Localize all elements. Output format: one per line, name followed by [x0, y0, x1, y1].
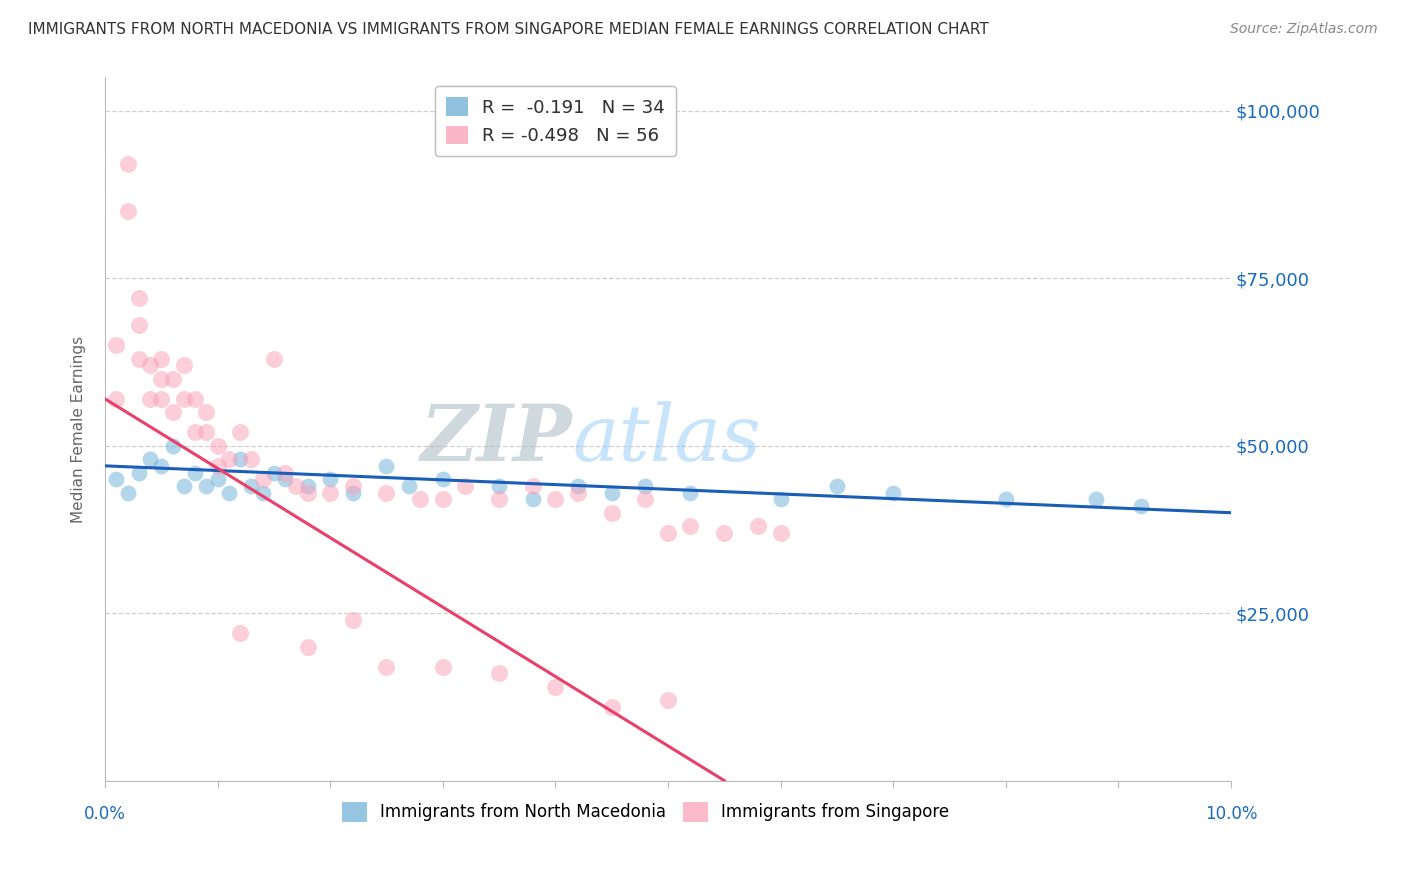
- Point: [162, 405, 184, 419]
- Point: [634, 479, 657, 493]
- Point: [218, 452, 240, 467]
- Point: [747, 519, 769, 533]
- Point: [274, 466, 297, 480]
- Point: [139, 359, 162, 373]
- Point: [657, 525, 679, 540]
- Point: [150, 351, 173, 366]
- Point: [398, 479, 420, 493]
- Text: 10.0%: 10.0%: [1205, 805, 1257, 823]
- Point: [600, 700, 623, 714]
- Point: [240, 452, 263, 467]
- Point: [994, 492, 1017, 507]
- Point: [297, 640, 319, 654]
- Text: 0.0%: 0.0%: [84, 805, 127, 823]
- Point: [173, 392, 195, 406]
- Point: [679, 519, 702, 533]
- Point: [117, 204, 139, 219]
- Point: [769, 492, 792, 507]
- Point: [105, 392, 128, 406]
- Text: IMMIGRANTS FROM NORTH MACEDONIA VS IMMIGRANTS FROM SINGAPORE MEDIAN FEMALE EARNI: IMMIGRANTS FROM NORTH MACEDONIA VS IMMIG…: [28, 22, 988, 37]
- Point: [882, 485, 904, 500]
- Point: [173, 479, 195, 493]
- Point: [769, 525, 792, 540]
- Point: [319, 485, 342, 500]
- Point: [1084, 492, 1107, 507]
- Point: [488, 666, 510, 681]
- Point: [173, 359, 195, 373]
- Point: [105, 472, 128, 486]
- Point: [184, 392, 207, 406]
- Point: [229, 452, 252, 467]
- Point: [454, 479, 477, 493]
- Point: [567, 479, 589, 493]
- Point: [544, 680, 567, 694]
- Point: [128, 466, 150, 480]
- Point: [657, 693, 679, 707]
- Point: [150, 392, 173, 406]
- Y-axis label: Median Female Earnings: Median Female Earnings: [72, 335, 86, 523]
- Point: [195, 405, 218, 419]
- Point: [274, 472, 297, 486]
- Point: [184, 466, 207, 480]
- Point: [432, 492, 454, 507]
- Point: [207, 439, 229, 453]
- Point: [319, 472, 342, 486]
- Point: [600, 506, 623, 520]
- Point: [522, 479, 544, 493]
- Point: [679, 485, 702, 500]
- Point: [488, 492, 510, 507]
- Point: [128, 318, 150, 333]
- Point: [229, 425, 252, 440]
- Legend: R =  -0.191   N = 34, R = -0.498   N = 56: R = -0.191 N = 34, R = -0.498 N = 56: [434, 87, 676, 156]
- Point: [128, 351, 150, 366]
- Text: atlas: atlas: [572, 401, 761, 478]
- Point: [297, 479, 319, 493]
- Point: [162, 439, 184, 453]
- Point: [825, 479, 848, 493]
- Text: ZIP: ZIP: [420, 401, 572, 478]
- Point: [218, 485, 240, 500]
- Point: [342, 479, 364, 493]
- Point: [342, 613, 364, 627]
- Point: [375, 659, 398, 673]
- Text: Source: ZipAtlas.com: Source: ZipAtlas.com: [1230, 22, 1378, 37]
- Point: [600, 485, 623, 500]
- Point: [162, 372, 184, 386]
- Point: [285, 479, 308, 493]
- Point: [195, 479, 218, 493]
- Point: [567, 485, 589, 500]
- Point: [375, 458, 398, 473]
- Point: [150, 372, 173, 386]
- Point: [128, 292, 150, 306]
- Point: [1129, 499, 1152, 513]
- Point: [713, 525, 735, 540]
- Point: [105, 338, 128, 352]
- Point: [432, 472, 454, 486]
- Point: [252, 472, 274, 486]
- Point: [297, 485, 319, 500]
- Point: [139, 392, 162, 406]
- Point: [207, 458, 229, 473]
- Point: [634, 492, 657, 507]
- Point: [150, 458, 173, 473]
- Point: [139, 452, 162, 467]
- Point: [342, 485, 364, 500]
- Point: [240, 479, 263, 493]
- Point: [409, 492, 432, 507]
- Point: [544, 492, 567, 507]
- Point: [263, 351, 285, 366]
- Point: [117, 485, 139, 500]
- Point: [207, 472, 229, 486]
- Point: [195, 425, 218, 440]
- Point: [432, 659, 454, 673]
- Point: [229, 626, 252, 640]
- Point: [522, 492, 544, 507]
- Point: [488, 479, 510, 493]
- Point: [184, 425, 207, 440]
- Point: [375, 485, 398, 500]
- Point: [252, 485, 274, 500]
- Point: [117, 157, 139, 171]
- Point: [263, 466, 285, 480]
